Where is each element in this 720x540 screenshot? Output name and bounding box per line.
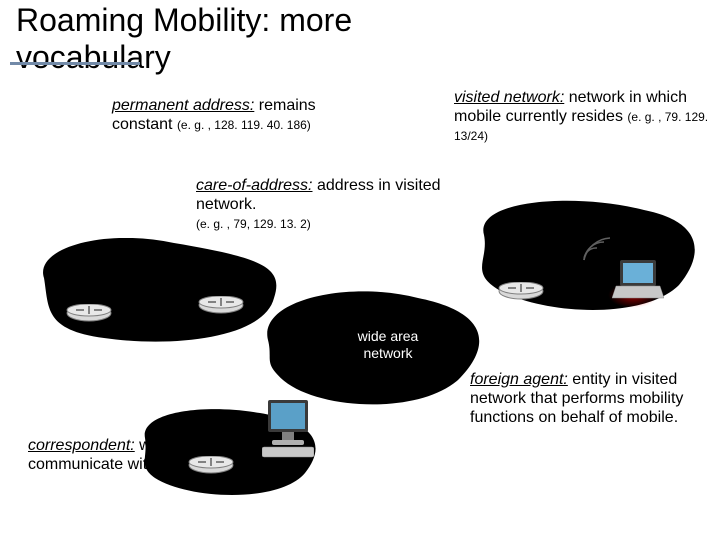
title-underline: [10, 62, 140, 65]
term-permanent: permanent address:: [112, 97, 254, 114]
example-careof: (e. g. , 79, 129. 13. 2): [196, 217, 311, 231]
title-line2: vocabulary: [16, 39, 171, 75]
label-permanent: permanent address: remains constant (e. …: [112, 96, 372, 134]
term-correspondent: correspondent:: [28, 437, 135, 454]
term-visited: visited network:: [454, 89, 564, 106]
laptop-icon: [612, 260, 664, 300]
home-network-blob: [24, 238, 294, 348]
computer-icon: [262, 400, 314, 458]
router-icon: [66, 304, 112, 322]
router-icon: [498, 282, 544, 300]
wan-line2: network: [363, 345, 412, 361]
wan-label: wide area network: [348, 328, 428, 362]
wifi-icon: [582, 236, 612, 262]
router-icon: [188, 456, 234, 474]
example-permanent: (e. g. , 128. 119. 40. 186): [177, 118, 311, 132]
label-visited: visited network: network in which mobile…: [454, 88, 720, 146]
router-icon: [198, 296, 244, 314]
term-careof: care-of-address:: [196, 177, 313, 194]
title-line1: Roaming Mobility: more: [16, 2, 352, 38]
wan-line1: wide area: [358, 328, 419, 344]
label-foreign: foreign agent: entity in visited network…: [470, 370, 720, 428]
label-careof: care-of-address: address in visited netw…: [196, 176, 476, 234]
